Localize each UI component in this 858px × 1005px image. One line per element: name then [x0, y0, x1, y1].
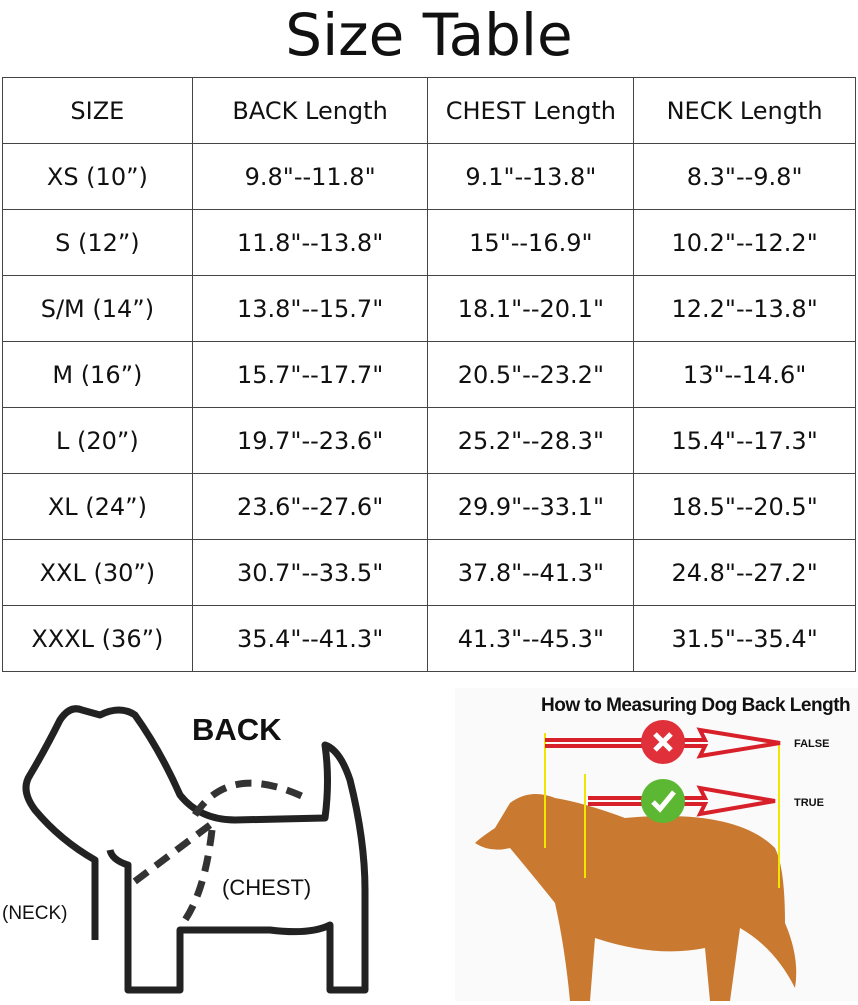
- table-row: S/M (14”) 13.8"--15.7" 18.1"--20.1" 12.2"--…: [2, 275, 856, 342]
- table-cell: 9.8"--11.8": [191, 143, 429, 210]
- dog-outline-icon: [22, 705, 369, 994]
- table-cell: L (20”): [2, 407, 193, 474]
- table-row: XS (10”) 9.8"--11.8" 9.1"--13.8" 8.3"--9.8": [2, 143, 856, 210]
- table-cell: 19.7"--23.6": [191, 407, 429, 474]
- column-header: NECK Length: [633, 77, 856, 144]
- table-cell: 15"--16.9": [427, 209, 635, 276]
- false-label: FALSE: [794, 738, 830, 750]
- true-label: TRUE: [794, 797, 824, 809]
- table-cell: XL (24”): [2, 473, 193, 540]
- table-cell: S/M (14”): [2, 275, 193, 342]
- measuring-photo: How to Measuring Dog Back Length FALSE T…: [455, 688, 858, 1001]
- column-header: CHEST Length: [427, 77, 635, 144]
- table-cell: 41.3"--45.3": [427, 605, 635, 672]
- table-cell: 12.2"--13.8": [633, 275, 856, 342]
- table-cell: XXL (30”): [2, 539, 193, 606]
- table-cell: 20.5"--23.2": [427, 341, 635, 408]
- table-cell: 35.4"--41.3": [191, 605, 429, 672]
- table-cell: XS (10”): [2, 143, 193, 210]
- table-cell: 18.5"--20.5": [633, 473, 856, 540]
- back-label: BACK: [192, 712, 282, 747]
- column-header: BACK Length: [191, 77, 429, 144]
- golden-retriever-illustration: [455, 688, 858, 1001]
- table-cell: 18.1"--20.1": [427, 275, 635, 342]
- table-cell: XXXL (36”): [2, 605, 193, 672]
- table-row: S (12”) 11.8"--13.8" 15"--16.9" 10.2"--12.2…: [2, 209, 856, 276]
- table-row: XXXL (36”) 35.4"--41.3" 41.3"--45.3" 31.5"-…: [2, 605, 856, 672]
- correct-check-icon: [641, 779, 685, 823]
- table-cell: 13.8"--15.7": [191, 275, 429, 342]
- neck-label: (NECK): [2, 903, 68, 924]
- table-cell: 15.7"--17.7": [191, 341, 429, 408]
- table-cell: 30.7"--33.5": [191, 539, 429, 606]
- table-cell: 10.2"--12.2": [633, 209, 856, 276]
- table-cell: M (16”): [2, 341, 193, 408]
- table-cell: 37.8"--41.3": [427, 539, 635, 606]
- table-cell: 25.2"--28.3": [427, 407, 635, 474]
- chest-label: (CHEST): [222, 875, 312, 900]
- dog-sketch-diagram: BACK (CHEST) (NECK): [0, 690, 440, 1001]
- table-cell: 9.1"--13.8": [427, 143, 635, 210]
- header-row: SIZE BACK Length CHEST Length NECK Length: [2, 77, 856, 144]
- table-cell: 23.6"--27.6": [191, 473, 429, 540]
- table-cell: 31.5"--35.4": [633, 605, 856, 672]
- table-cell: 11.8"--13.8": [191, 209, 429, 276]
- table-cell: 13"--14.6": [633, 341, 856, 408]
- table-row: M (16”) 15.7"--17.7" 20.5"--23.2" 13"--14.6…: [2, 341, 856, 408]
- table-cell: 29.9"--33.1": [427, 473, 635, 540]
- table-row: XL (24”) 23.6"--27.6" 29.9"--33.1" 18.5"--2…: [2, 473, 856, 540]
- table-cell: S (12”): [2, 209, 193, 276]
- table-cell: 15.4"--17.3": [633, 407, 856, 474]
- column-header: SIZE: [2, 77, 193, 144]
- table-cell: 24.8"--27.2": [633, 539, 856, 606]
- table-row: XXL (30”) 30.7"--33.5" 37.8"--41.3" 24.8"--…: [2, 539, 856, 606]
- photo-heading: How to Measuring Dog Back Length: [541, 695, 851, 716]
- table-cell: 8.3"--9.8": [633, 143, 856, 210]
- table-row: L (20”) 19.7"--23.6" 25.2"--28.3" 15.4"--17…: [2, 407, 856, 474]
- size-table: SIZE BACK Length CHEST Length NECK Length XS…: [2, 77, 856, 672]
- page-title: Size Table: [285, 1, 573, 69]
